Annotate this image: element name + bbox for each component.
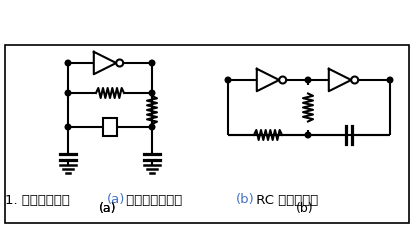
Text: RC 反馈振荚器: RC 反馈振荚器 [252,194,318,207]
Circle shape [65,60,71,66]
Text: (a): (a) [99,202,116,215]
Circle shape [149,60,154,66]
Circle shape [149,124,154,130]
Circle shape [225,77,230,83]
Bar [103,118,117,136]
Circle shape [65,90,71,96]
Text: 皮尔斯振荚器、: 皮尔斯振荚器、 [122,194,182,207]
Circle shape [278,76,285,84]
Text: 1. 简单时钟源：: 1. 简单时钟源： [5,194,70,207]
Circle shape [149,90,154,96]
Circle shape [65,124,71,130]
Circle shape [386,77,392,83]
Text: (b): (b) [295,202,313,215]
Circle shape [304,77,310,83]
Text: (a): (a) [107,194,125,207]
Circle shape [304,132,310,138]
Text: (a): (a) [99,202,116,215]
Circle shape [116,60,123,66]
Text: (b): (b) [235,194,254,207]
FancyBboxPatch shape [5,45,408,223]
Circle shape [350,76,357,84]
